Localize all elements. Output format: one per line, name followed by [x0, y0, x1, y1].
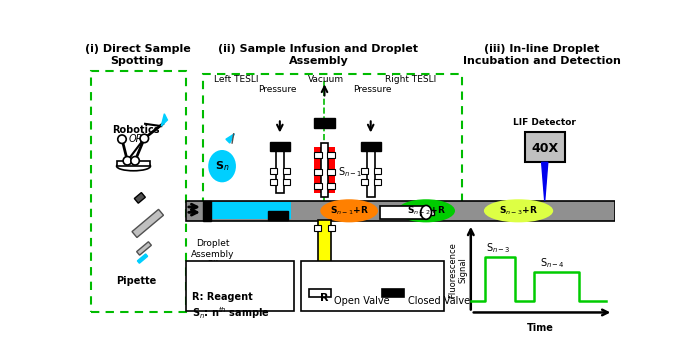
Ellipse shape	[208, 150, 236, 182]
Text: S$_{n-2}$+R: S$_{n-2}$+R	[407, 204, 445, 217]
Circle shape	[123, 156, 132, 165]
Bar	[270, 168, 277, 174]
Text: Closed Valve: Closed Valve	[408, 296, 470, 306]
Bar	[361, 141, 381, 151]
Bar	[283, 179, 290, 185]
Text: Right TESLI: Right TESLI	[385, 75, 436, 84]
Circle shape	[140, 134, 149, 143]
Text: S$_{n-1}$: S$_{n-1}$	[338, 165, 362, 179]
Bar	[374, 179, 381, 185]
Bar	[321, 143, 328, 197]
Circle shape	[131, 156, 139, 165]
Ellipse shape	[321, 199, 378, 222]
Bar	[270, 179, 277, 185]
Bar	[327, 183, 334, 189]
Bar	[314, 183, 322, 189]
Ellipse shape	[421, 205, 432, 219]
FancyBboxPatch shape	[91, 71, 186, 313]
Text: Robotics: Robotics	[112, 125, 160, 135]
Text: Pipette: Pipette	[116, 276, 156, 285]
Bar	[186, 201, 615, 221]
Polygon shape	[542, 162, 548, 201]
Text: S$_{n-4}$: S$_{n-4}$	[540, 256, 565, 270]
Text: S$_{n-3}$: S$_{n-3}$	[486, 241, 511, 255]
Ellipse shape	[397, 199, 455, 222]
Bar	[270, 141, 290, 151]
Bar	[186, 261, 294, 311]
Bar	[314, 169, 322, 175]
Bar	[134, 193, 145, 203]
Bar	[328, 225, 335, 231]
Bar	[314, 147, 335, 193]
Text: Open Valve: Open Valve	[334, 296, 389, 306]
Text: 40X: 40X	[531, 142, 558, 155]
Bar	[138, 254, 148, 263]
Bar	[301, 261, 444, 311]
Bar	[210, 202, 291, 219]
Text: Fluorescence
Signal: Fluorescence Signal	[448, 242, 468, 298]
Text: Left TESLI: Left TESLI	[214, 75, 258, 84]
Text: S$_n$: S$_n$	[215, 159, 229, 173]
Polygon shape	[161, 114, 167, 126]
Bar	[525, 131, 564, 162]
Text: S$_{n-3}$+R: S$_{n-3}$+R	[499, 204, 538, 217]
Bar	[314, 152, 322, 159]
Bar	[136, 242, 151, 255]
Bar	[319, 220, 331, 282]
Bar	[374, 168, 381, 174]
FancyBboxPatch shape	[203, 74, 462, 220]
Text: OR: OR	[129, 134, 143, 144]
Ellipse shape	[116, 161, 151, 171]
Bar	[276, 143, 284, 193]
Bar	[283, 168, 290, 174]
Text: R: Reagent: R: Reagent	[192, 292, 253, 303]
Bar	[269, 211, 288, 220]
Bar	[420, 210, 434, 215]
Ellipse shape	[484, 199, 553, 222]
Bar	[327, 169, 334, 175]
Bar	[382, 289, 404, 297]
Text: Time: Time	[527, 323, 553, 333]
Text: R: R	[321, 293, 329, 303]
Circle shape	[118, 135, 126, 144]
Polygon shape	[226, 134, 234, 143]
Text: Droplet
Assembly
Oil: Droplet Assembly Oil	[191, 239, 234, 269]
Text: LIF Detector: LIF Detector	[513, 118, 576, 127]
Bar	[314, 225, 321, 231]
Text: Vacuum: Vacuum	[308, 75, 344, 84]
Text: Pressure: Pressure	[258, 85, 297, 94]
Bar	[361, 168, 368, 174]
Bar	[314, 118, 334, 128]
Bar	[203, 201, 210, 221]
Bar	[116, 161, 151, 166]
Bar	[309, 289, 331, 297]
Bar	[367, 147, 375, 197]
Text: S$_{n-1}$+R: S$_{n-1}$+R	[329, 204, 369, 217]
Bar	[327, 152, 334, 159]
Text: Pressure: Pressure	[353, 85, 392, 94]
Bar	[132, 209, 164, 237]
Bar	[361, 179, 368, 185]
Text: (iii) In-line Droplet
Incubation and Detection: (iii) In-line Droplet Incubation and Det…	[462, 44, 621, 66]
Text: (i) Direct Sample
Spotting: (i) Direct Sample Spotting	[84, 44, 190, 66]
Bar	[380, 206, 425, 218]
Text: (ii) Sample Infusion and Droplet
Assembly: (ii) Sample Infusion and Droplet Assembl…	[219, 44, 419, 66]
Text: S$_n$: n$^{th}$ sample: S$_n$: n$^{th}$ sample	[192, 305, 270, 320]
